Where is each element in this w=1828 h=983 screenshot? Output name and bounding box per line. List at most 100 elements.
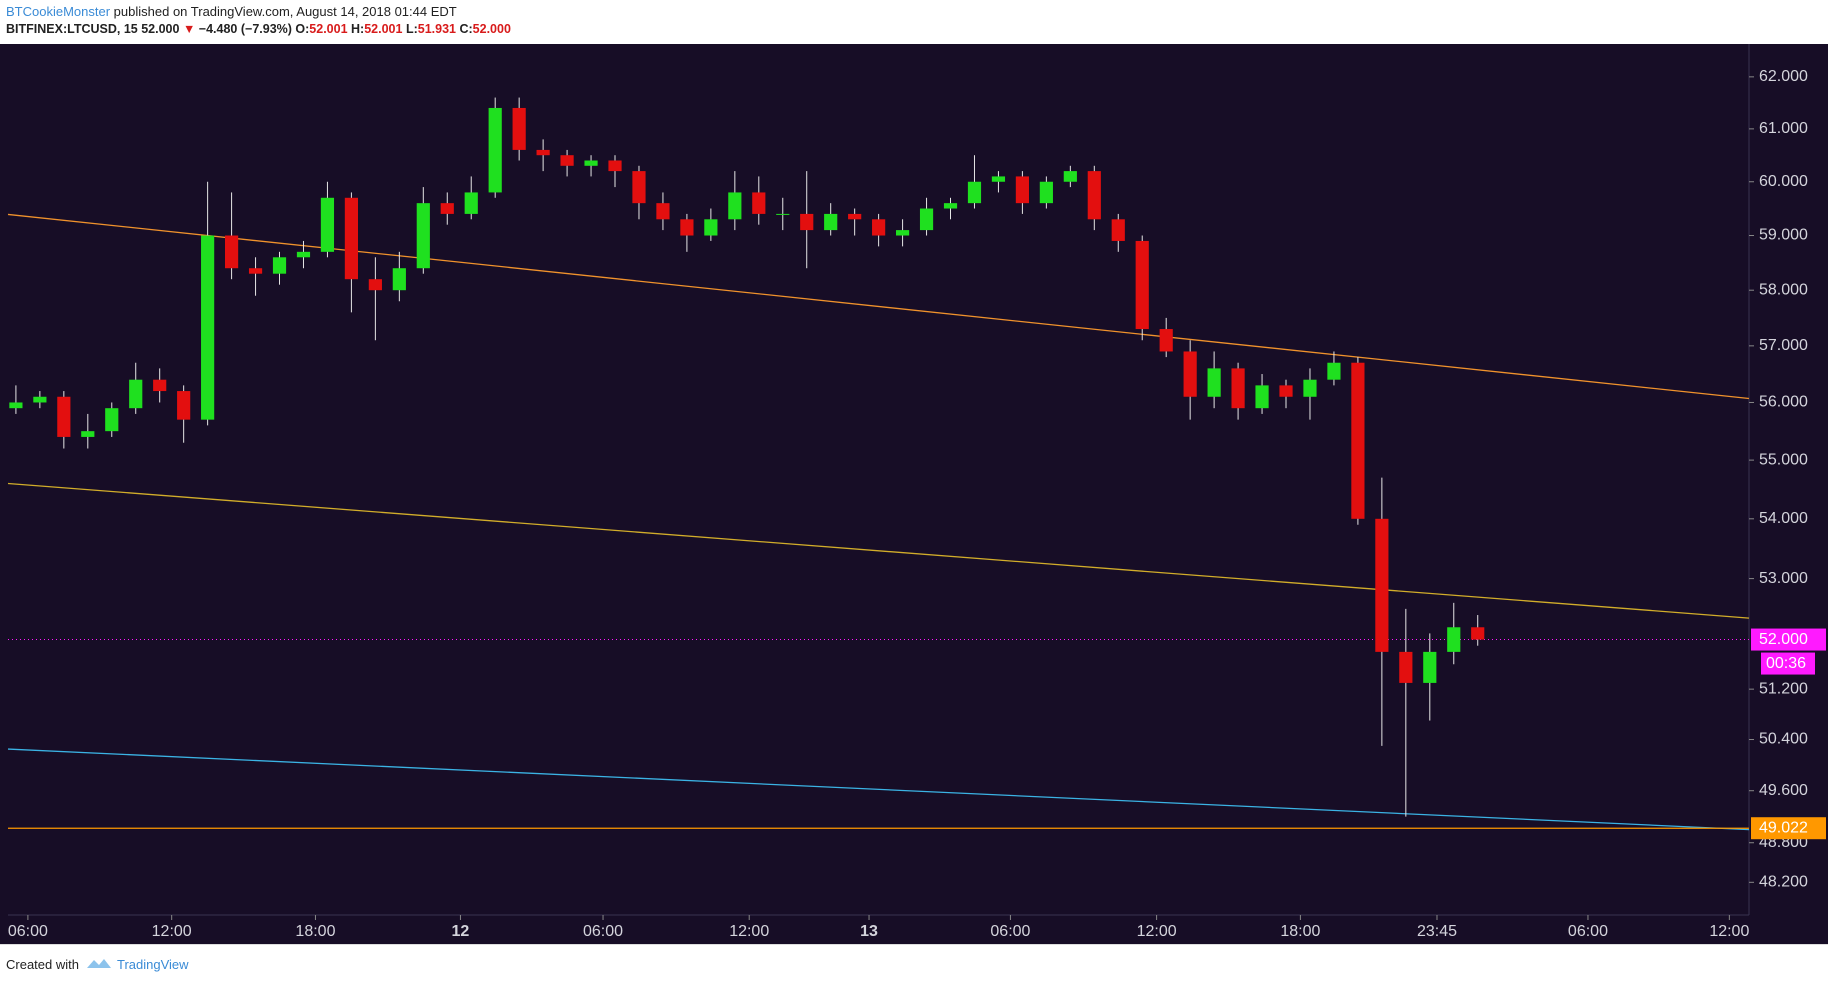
candle-body [488, 107, 502, 193]
candle-body [1351, 362, 1365, 519]
candle-body [1399, 651, 1413, 683]
candle-body [320, 197, 335, 252]
open-label: O: [295, 22, 310, 36]
candle-body [800, 213, 814, 231]
candle-body [728, 192, 742, 220]
trendline [7, 748, 1750, 831]
candle-body [1135, 240, 1149, 330]
candle-body [33, 396, 47, 403]
publish-line: BTCookieMonster published on TradingView… [6, 4, 457, 19]
open: 52.001 [309, 22, 348, 36]
candle-body [895, 230, 910, 236]
y-tick-label: 61.000 [1759, 120, 1808, 137]
candle-body [392, 268, 406, 291]
low: 51.931 [417, 22, 456, 36]
candle-body [57, 396, 71, 437]
y-tick-label: 60.000 [1759, 173, 1808, 190]
candle-body [296, 251, 311, 258]
candle-body [824, 213, 838, 231]
symbol-line: BITFINEX:LTCUSD, 15 52.000 ▼ −4.480 (−7.… [6, 22, 511, 36]
x-tick-label: 06:00 [583, 923, 623, 940]
y-tick-label: 62.000 [1759, 68, 1808, 85]
y-tick-label: 51.200 [1759, 680, 1808, 697]
published: published on TradingView.com, August 14,… [113, 4, 457, 19]
y-tick-label: 48.200 [1759, 874, 1808, 891]
symbol: BITFINEX:LTCUSD, 15 [6, 22, 138, 36]
candle-body [81, 431, 95, 437]
candle-body [584, 160, 598, 166]
candle-body [201, 235, 215, 420]
x-tick-label: 12:00 [1137, 923, 1177, 940]
candle-body [1303, 379, 1317, 397]
candle-body [224, 235, 239, 269]
candle-body [1039, 181, 1053, 204]
background [0, 44, 1828, 944]
x-tick-label: 06:00 [990, 923, 1030, 940]
brand[interactable]: TradingView [117, 957, 189, 972]
candle-body [1183, 351, 1197, 397]
x-tick-label: 18:00 [295, 923, 335, 940]
trendline [7, 482, 1750, 619]
y-tick-label: 59.000 [1759, 227, 1808, 244]
close: 52.000 [472, 22, 511, 36]
x-tick-label: 12 [452, 923, 470, 940]
x-tick-label: 12:00 [152, 923, 192, 940]
candle-body [344, 197, 358, 280]
candle-body [1255, 385, 1269, 409]
y-tick-label: 49.600 [1759, 782, 1808, 799]
trendline [7, 213, 1750, 400]
x-tick-label: 18:00 [1280, 923, 1320, 940]
candle-body [536, 149, 550, 156]
candle-body [1087, 171, 1101, 220]
candle-body [9, 402, 23, 409]
y-tick-label: 57.000 [1759, 337, 1808, 354]
candle-body [632, 171, 646, 204]
candle-body [368, 279, 382, 291]
x-tick-label: 06:00 [8, 923, 48, 940]
candle-body [776, 213, 790, 215]
candle-body [129, 379, 143, 409]
candle-body [512, 107, 526, 150]
candle-body [991, 176, 1006, 182]
x-tick-label: 06:00 [1568, 923, 1608, 940]
candle-body [1279, 385, 1293, 397]
candle-body [704, 219, 718, 236]
header: BTCookieMonster published on TradingView… [0, 0, 1828, 44]
y-tick-label: 50.400 [1759, 731, 1808, 748]
change: −4.480 (−7.93%) [198, 22, 292, 36]
high-label: H: [351, 22, 365, 36]
candle-body [943, 203, 958, 209]
candle-body [416, 203, 430, 269]
candle-body [1207, 368, 1221, 397]
y-tick-label: 55.000 [1759, 451, 1808, 468]
candle-body [560, 155, 574, 166]
y-tick-label: 54.000 [1759, 510, 1808, 527]
candle-body [608, 160, 622, 172]
candle-body [1423, 651, 1437, 683]
candle-body [440, 203, 454, 214]
last: 52.000 [141, 22, 180, 36]
low-label: L: [405, 22, 418, 36]
chart: 62.000 61.000 60.000 59.000 58.000 57.000 56.0… [0, 44, 1828, 944]
x-tick-label: 12:00 [1709, 923, 1749, 940]
candle-body [1111, 219, 1125, 241]
candle-body [1327, 362, 1341, 380]
candle-body [752, 192, 766, 214]
candle-body [1159, 329, 1173, 352]
candle-body [1231, 368, 1245, 409]
candle-body [1015, 176, 1029, 204]
candle-body [248, 268, 263, 274]
candle-body [464, 192, 478, 214]
countdown: 00:36 [1766, 655, 1806, 672]
candle-body [967, 181, 982, 204]
close-label: C: [459, 22, 473, 36]
candle-body [153, 379, 167, 392]
candle-body [1447, 627, 1461, 652]
last-price-label-bg [1751, 628, 1826, 651]
author[interactable]: BTCookieMonster [6, 4, 111, 19]
candle-body [1375, 518, 1389, 652]
candle-body [872, 219, 886, 236]
high: 52.001 [364, 22, 403, 36]
horizontal-line-label: 49.022 [1759, 819, 1808, 836]
